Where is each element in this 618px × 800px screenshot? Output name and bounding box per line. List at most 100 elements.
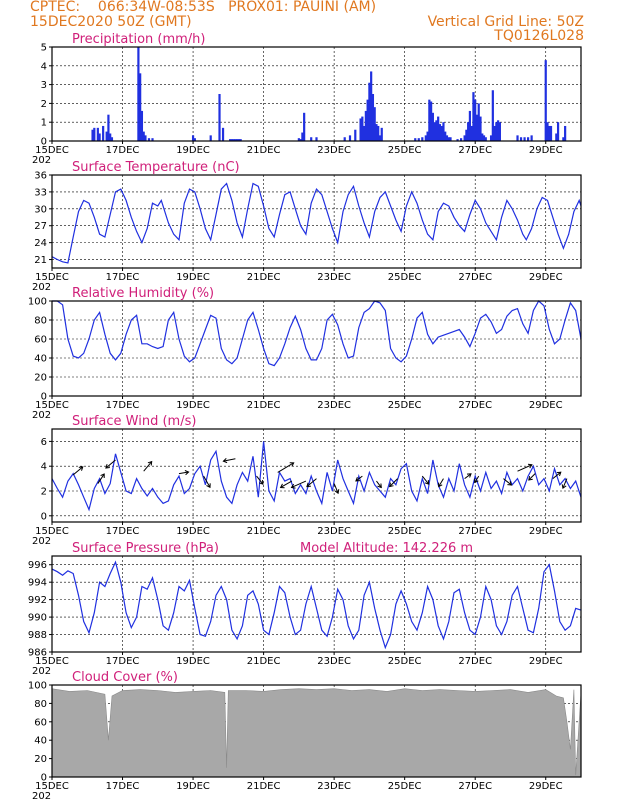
temp-year-label: 202: [32, 282, 51, 293]
wind-arrow-shaft: [280, 480, 293, 488]
wind-arrow-head: [528, 475, 533, 481]
pressure-series-line: [51, 560, 582, 650]
pressure-ytick-label: 988: [28, 630, 47, 641]
wind-arrow-head: [279, 483, 285, 489]
wind-arrow: [256, 475, 264, 485]
precip-xtick-label: 21DEC: [247, 145, 281, 156]
precip-bar: [237, 139, 241, 141]
precip-bar: [371, 94, 375, 141]
precip-bar: [546, 122, 549, 141]
wind-arrow: [279, 480, 293, 489]
pressure-xtick-label: 23DEC: [317, 656, 351, 667]
precip-title: Precipitation (mm/h): [72, 32, 205, 47]
header-grid-line-note: Vertical Grid Line: 50Z: [427, 14, 584, 30]
pressure-ytick-label: 994: [28, 578, 47, 589]
wind-arrow-shaft: [376, 480, 382, 488]
precip-bar: [239, 139, 242, 141]
precip-xtick-label: 27DEC: [458, 145, 492, 156]
precip-bar: [430, 101, 433, 141]
wind-arrow-shaft: [503, 478, 512, 486]
wind-arrow: [503, 478, 513, 486]
rh-panel: [49, 300, 582, 399]
precip-bar: [234, 139, 237, 141]
wind-arrow-shaft: [291, 480, 307, 488]
wind-arrow-head: [334, 489, 340, 495]
header-run-time: 15DEC2020 50Z (GMT): [30, 14, 192, 30]
wind-arrow-head: [306, 482, 311, 488]
temp-xtick-label: 19DEC: [176, 272, 210, 283]
precip-bar: [495, 122, 498, 141]
precip-bar: [377, 125, 380, 141]
precip-bar: [310, 137, 313, 141]
temp-xtick-label: 17DEC: [106, 272, 140, 283]
wind-arrow: [474, 475, 480, 484]
precip-bar: [343, 137, 346, 141]
wind-arrow-head: [206, 483, 211, 489]
precip-bar: [91, 129, 94, 141]
precip-bar: [484, 137, 487, 141]
precip-bar: [438, 124, 442, 141]
wind-arrow-shaft: [438, 478, 444, 487]
wind-arrow-shaft: [178, 471, 189, 475]
precip-bar: [299, 139, 302, 141]
pressure-ytick-label: 990: [28, 613, 47, 624]
precip-bar: [447, 137, 450, 141]
precip-bar: [444, 131, 447, 141]
wind-arrow-shaft: [277, 462, 294, 473]
precip-bar: [564, 125, 567, 141]
precip-bar: [375, 124, 378, 141]
precip-bar: [354, 129, 357, 141]
cloud-frame: [51, 684, 582, 778]
wind-panel: [49, 428, 582, 525]
wind-ytick-label: 4: [41, 462, 47, 473]
temp-ytick-label: 30: [34, 204, 47, 215]
precip-bar: [519, 137, 523, 141]
rh-ytick-label: 40: [34, 354, 47, 365]
pressure-xtick-label: 25DEC: [388, 656, 422, 667]
wind-xtick-label: 19DEC: [176, 526, 210, 537]
wind-year-label: 202: [32, 536, 51, 547]
wind-arrow-head: [289, 462, 295, 467]
precip-bar: [468, 110, 472, 141]
wind-arrow-shaft: [474, 475, 480, 483]
pressure-xtick-label: 29DEC: [529, 656, 563, 667]
wind-arrow: [72, 466, 84, 476]
wind-arrow: [438, 478, 444, 488]
precip-bar: [144, 135, 147, 141]
wind-arrow: [97, 473, 105, 484]
precip-bar: [463, 135, 466, 141]
precip-bar: [445, 135, 449, 141]
wind-arrow-shaft: [97, 473, 105, 484]
wind-xtick-label: 29DEC: [529, 526, 563, 537]
precip-bar: [493, 125, 496, 141]
precip-panel: [49, 46, 582, 144]
precip-ytick-label: 0: [41, 137, 47, 148]
precip-bar: [479, 116, 482, 141]
wind-arrow-shaft: [355, 475, 363, 482]
temp-frame: [51, 174, 582, 269]
precip-bar: [236, 139, 239, 141]
precip-bar: [359, 118, 362, 141]
precip-bar: [232, 139, 235, 141]
wind-ytick-label: 2: [41, 487, 47, 498]
cloud-ytick-label: 100: [28, 681, 47, 692]
precip-bar: [378, 135, 382, 141]
precip-bar: [364, 110, 367, 141]
cloud-xtick-label: 19DEC: [176, 781, 210, 792]
precip-bar: [467, 122, 470, 141]
wind-arrow: [561, 478, 568, 490]
temp-xtick-label: 29DEC: [529, 272, 563, 283]
cloud-year-label: 202: [32, 791, 51, 800]
temp-xtick-label: 15DEC: [35, 272, 69, 283]
cloud-xtick-label: 17DEC: [106, 781, 140, 792]
precip-bar: [315, 137, 318, 141]
temp-ytick-label: 27: [34, 221, 47, 232]
precip-bar: [424, 135, 427, 141]
wind-arrow-head: [561, 484, 567, 490]
wind-arrow-shaft: [389, 478, 398, 487]
precip-bar: [530, 135, 533, 141]
precip-bar: [555, 133, 558, 141]
rh-xtick-label: 27DEC: [458, 400, 492, 411]
precip-ytick-label: 5: [41, 43, 47, 54]
